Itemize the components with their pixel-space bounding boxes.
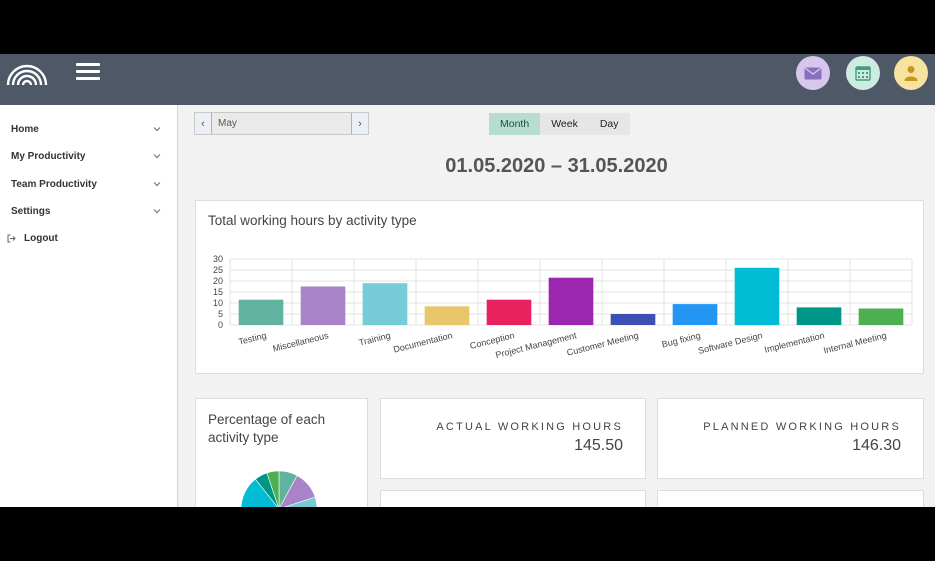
y-tick-label: 15 [213, 287, 223, 297]
x-tick-label: Bug fixing [661, 330, 702, 349]
tab-month[interactable]: Month [489, 113, 541, 135]
logout-icon [7, 234, 16, 243]
sidebar: Home My Productivity Team Productivity S… [0, 105, 178, 507]
pie-slice[interactable] [240, 478, 279, 507]
bar-training[interactable] [362, 283, 408, 325]
x-tick-label: Implementation [763, 330, 825, 355]
actual-hours-card: ACTUAL WORKING HOURS 145.50 [380, 398, 646, 479]
bar-conception[interactable] [486, 299, 532, 325]
month-picker-value[interactable]: May [218, 118, 237, 129]
previous-month-button[interactable]: ‹ [195, 113, 212, 134]
x-tick-label: Documentation [392, 330, 453, 354]
pie-slice[interactable] [266, 470, 280, 507]
logo-icon[interactable] [6, 59, 48, 87]
mail-button[interactable] [796, 56, 830, 90]
logout-label: Logout [24, 233, 58, 245]
y-tick-label: 0 [218, 320, 223, 330]
x-tick-label: Software Design [697, 330, 764, 356]
x-tick-label: Training [358, 330, 392, 347]
sidebar-item-settings[interactable]: Settings [0, 198, 177, 225]
top-bar [0, 54, 935, 105]
chevron-down-icon [153, 154, 161, 159]
y-tick-label: 30 [213, 254, 223, 264]
bar-testing[interactable] [238, 299, 284, 325]
bar-documentation[interactable] [424, 306, 470, 325]
chevron-left-icon: ‹ [201, 117, 205, 130]
sidebar-item-label: Home [11, 124, 39, 136]
user-button[interactable] [894, 56, 928, 90]
chevron-right-icon: › [358, 117, 362, 130]
menu-icon[interactable] [76, 63, 100, 83]
y-tick-label: 25 [213, 265, 223, 275]
chevron-down-icon [153, 127, 161, 132]
activity-pie-chart [240, 470, 318, 507]
date-range-title: 01.05.2020 – 31.05.2020 [445, 155, 668, 177]
tab-week[interactable]: Week [551, 118, 578, 130]
planned-hours-value: 146.30 [852, 437, 901, 454]
main-content: ‹ May › Month Week Day 01.05.2020 – 31.0… [178, 105, 935, 507]
bar-project-management[interactable] [548, 277, 594, 325]
x-tick-label: Miscellaneous [272, 330, 330, 354]
bar-software-design[interactable] [734, 267, 780, 325]
month-picker: ‹ May › [194, 112, 369, 135]
app-viewport: Home My Productivity Team Productivity S… [0, 54, 935, 507]
summary-card [657, 490, 924, 507]
calendar-button[interactable] [846, 56, 880, 90]
bar-internal-meeting[interactable] [858, 308, 904, 326]
chevron-down-icon [153, 208, 161, 214]
sidebar-item-label: Team Productivity [11, 178, 97, 190]
tab-day[interactable]: Day [599, 118, 619, 130]
sidebar-item-label: Settings [11, 206, 51, 218]
bar-bug-fixing[interactable] [672, 304, 718, 325]
planned-hours-label: PLANNED WORKING HOURS [703, 421, 901, 433]
pie-chart-title: Percentage of each activity type [208, 412, 326, 445]
summary-card [380, 490, 646, 507]
actual-hours-label: ACTUAL WORKING HOURS [436, 421, 623, 433]
y-tick-label: 10 [213, 298, 223, 308]
bar-implementation[interactable] [796, 307, 842, 325]
actual-hours-value: 145.50 [574, 437, 623, 454]
x-tick-label: Customer Meeting [566, 330, 640, 357]
planned-hours-card: PLANNED WORKING HOURS 146.30 [657, 398, 924, 479]
next-month-button[interactable]: › [351, 113, 368, 134]
sidebar-item-my-productivity[interactable]: My Productivity [0, 143, 177, 170]
sidebar-item-home[interactable]: Home [0, 116, 177, 143]
y-tick-label: 20 [213, 276, 223, 286]
sidebar-item-logout[interactable]: Logout [0, 225, 177, 252]
bar-miscellaneous[interactable] [300, 286, 346, 326]
chart-title: Total working hours by activity type [208, 213, 417, 228]
user-icon [904, 66, 918, 81]
x-tick-label: Testing [237, 330, 267, 347]
pie-chart-card: Percentage of each activity type [195, 398, 368, 507]
chevron-down-icon [153, 181, 161, 186]
bar-customer-meeting[interactable] [610, 314, 656, 325]
y-tick-label: 5 [218, 309, 223, 319]
calendar-icon [855, 66, 871, 81]
sidebar-nav: Home My Productivity Team Productivity S… [0, 105, 177, 252]
sidebar-item-label: My Productivity [11, 151, 86, 163]
sidebar-item-team-productivity[interactable]: Team Productivity [0, 171, 177, 198]
view-toggle: Month Week Day [489, 113, 630, 135]
pie-slice[interactable] [279, 496, 318, 507]
mail-icon [804, 66, 822, 79]
x-tick-label: Internal Meeting [822, 330, 887, 355]
